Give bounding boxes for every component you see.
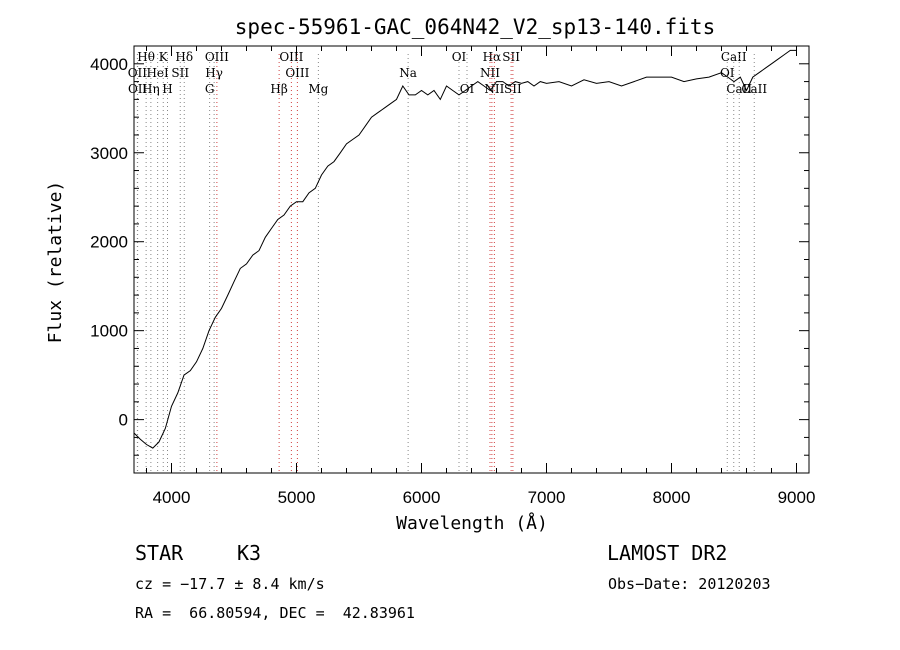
x-tick-label: 4000	[153, 488, 191, 507]
spectral-line-label: SII	[502, 50, 520, 64]
spectral-line-label: OIII	[205, 50, 229, 64]
spectral-line-label: CaII	[726, 82, 752, 96]
spectral-line-label: Mg	[308, 82, 328, 96]
spectral-line-label: SII	[171, 66, 189, 80]
object-subclass: K3	[237, 541, 262, 565]
x-tick-label: 7000	[528, 488, 566, 507]
x-axis-label: Wavelength (Å)	[396, 512, 548, 534]
spectral-line-label: OII	[128, 66, 148, 80]
spectral-line-label: HeI	[146, 66, 169, 80]
spectral-line-label: NII	[480, 66, 500, 80]
y-tick-label: 3000	[90, 144, 128, 163]
x-tick-label: 6000	[403, 488, 441, 507]
spectral-line-label: OII	[128, 82, 148, 96]
x-tick-label: 8000	[653, 488, 691, 507]
spectral-line-label: Hδ	[175, 50, 193, 64]
x-tick-label: 5000	[278, 488, 316, 507]
spectral-line-label: NII	[484, 82, 504, 96]
plot-frame	[133, 45, 810, 474]
y-tick-label: 0	[119, 411, 128, 430]
redshift-value: cz = −17.7 ± 8.4 km/s	[135, 575, 325, 593]
y-tick-label: 4000	[90, 55, 128, 74]
spectral-line-label: Hα	[483, 50, 502, 64]
spectral-line-label: Hγ	[205, 66, 223, 80]
chart-title: spec-55961-GAC_064N42_V2_sp13-140.fits	[235, 15, 715, 39]
spectral-line-label: OIII	[279, 50, 303, 64]
spectral-line-label: Hθ	[137, 50, 155, 64]
spectral-line-label: Hη	[142, 82, 160, 96]
spectral-line-label: Na	[399, 66, 417, 80]
spectral-line-label: Hβ	[270, 82, 287, 96]
axes-layer: 4000 5000 6000 7000 8000 9000 0 1000 2000 3000 400…	[90, 45, 816, 507]
x-tick-label: 9000	[778, 488, 816, 507]
spectral-line-label: OI	[452, 50, 467, 64]
y-tick-label: 1000	[90, 322, 128, 341]
spectral-line-label: K	[159, 50, 169, 64]
spectral-line-label: G	[205, 82, 215, 96]
spectral-line-label: OI	[720, 66, 735, 80]
y-tick-label: 2000	[90, 233, 128, 252]
observation-date: Obs−Date: 20120203	[608, 575, 771, 593]
spectrum-series-line	[133, 49, 797, 449]
spectral-line-label: OIII	[285, 66, 309, 80]
object-class: STAR	[135, 541, 184, 565]
survey-name: LAMOST DR2	[607, 541, 728, 565]
y-axis-label: Flux (relative)	[45, 181, 66, 344]
coordinates: RA = 66.80594, DEC = 42.83961	[135, 604, 415, 622]
spectral-line-label: CaII	[741, 82, 767, 96]
spectral-line-label: H	[162, 82, 172, 96]
spectral-line-label: CaII	[721, 50, 747, 64]
